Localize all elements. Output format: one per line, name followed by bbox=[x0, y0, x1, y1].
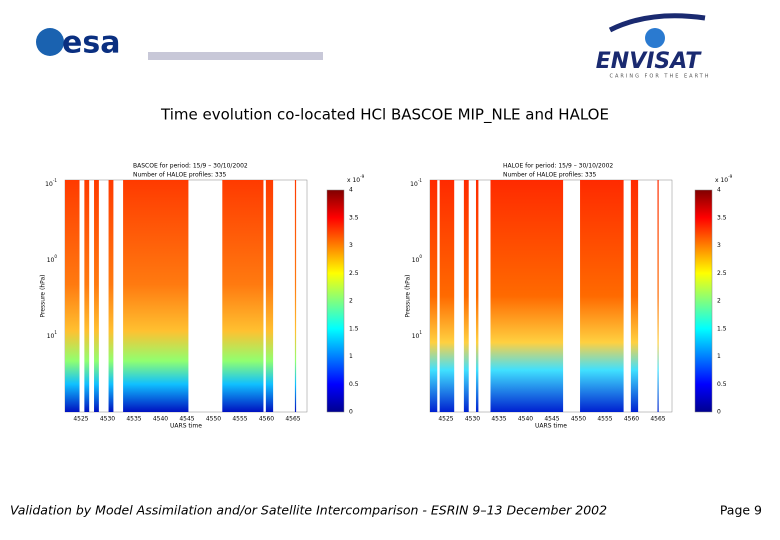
power-label: 101 bbox=[47, 330, 58, 340]
x-tick-label: 4525 bbox=[438, 416, 453, 423]
envisat-logo: ENVISAT bbox=[596, 49, 702, 74]
x-tick-label: 4560 bbox=[624, 416, 639, 423]
esa-globe bbox=[36, 28, 64, 56]
exponent: 0 bbox=[54, 254, 57, 259]
x-tick-label: 4550 bbox=[206, 416, 221, 423]
x-tick-label: 4540 bbox=[518, 416, 533, 423]
envisat-swoosh bbox=[608, 13, 706, 33]
x-axis-label: UARS time bbox=[170, 423, 202, 430]
exponent: 0 bbox=[419, 254, 422, 259]
colorbar-tick-label: 2 bbox=[717, 298, 721, 305]
power-label: 10-1 bbox=[410, 178, 422, 188]
colorbar-tick-label: 0 bbox=[717, 409, 721, 416]
colorbar-tick-label: 3.5 bbox=[717, 214, 727, 221]
x-tick-label: 4535 bbox=[126, 416, 141, 423]
colorbar-tick-label: 3 bbox=[349, 242, 353, 249]
heatmap-column bbox=[265, 180, 274, 412]
x-tick-label: 4540 bbox=[153, 416, 168, 423]
colorbar-tick-label: 1 bbox=[717, 353, 721, 360]
heatmap-column bbox=[222, 180, 264, 412]
power-label: 101 bbox=[412, 330, 423, 340]
power-label: 100 bbox=[412, 254, 423, 264]
colorbar-tick-label: 0.5 bbox=[717, 381, 727, 388]
x-tick-label: 4555 bbox=[597, 416, 612, 423]
exponent: 1 bbox=[419, 330, 422, 335]
x-tick-label: 4535 bbox=[491, 416, 506, 423]
colorbar bbox=[694, 189, 713, 413]
exponent: -1 bbox=[418, 178, 423, 183]
power-label: 10-1 bbox=[45, 178, 57, 188]
y-axis-label: Pressure (hPa) bbox=[40, 274, 47, 317]
colorbar-tick-label: 0 bbox=[349, 409, 353, 416]
colorbar-tick-label: 4 bbox=[717, 187, 721, 194]
base: x 10 bbox=[715, 177, 728, 184]
heatmap-column bbox=[657, 180, 659, 412]
heatmap-column bbox=[294, 180, 297, 412]
colorbar-tick-label: 1.5 bbox=[717, 325, 727, 332]
exponent: -1 bbox=[53, 178, 58, 183]
x-tick-label: 4565 bbox=[650, 416, 665, 423]
slide-title: Time evolution co-located HCl BASCOE MIP… bbox=[160, 106, 609, 125]
x-tick-label: 4530 bbox=[100, 416, 115, 423]
panel-heading: HALOE for period: 15/9 – 30/10/2002 bbox=[503, 163, 613, 170]
x-tick-label: 4525 bbox=[73, 416, 88, 423]
heatmap-column bbox=[65, 180, 80, 412]
x-tick-label: 4555 bbox=[232, 416, 247, 423]
heatmap-column bbox=[108, 180, 114, 412]
x-tick-label: 4560 bbox=[259, 416, 274, 423]
exponent: -9 bbox=[360, 174, 365, 179]
power-label: 100 bbox=[47, 254, 58, 264]
colorbar-tick-label: 2 bbox=[349, 298, 353, 305]
x-tick-label: 4545 bbox=[179, 416, 194, 423]
base: 10 bbox=[45, 181, 53, 188]
envisat-globe bbox=[645, 28, 665, 48]
heatmap-column bbox=[439, 180, 455, 412]
tagline: CARING FOR THE EARTH bbox=[609, 74, 710, 80]
power-label: x 10-9 bbox=[347, 174, 365, 184]
colorbar-tick-label: 1.5 bbox=[349, 325, 359, 332]
base: 10 bbox=[412, 257, 420, 264]
esa-logo: esa bbox=[62, 26, 120, 61]
x-tick-label: 4565 bbox=[285, 416, 300, 423]
heatmap-column bbox=[430, 180, 438, 412]
colorbar-tick-label: 2.5 bbox=[717, 270, 727, 277]
heatmap-column bbox=[475, 180, 479, 412]
y-axis-label: Pressure (hPa) bbox=[405, 274, 412, 317]
heatmap-column bbox=[94, 180, 99, 412]
heatmap-column bbox=[490, 180, 564, 412]
heatmap-column bbox=[630, 180, 639, 412]
page-number: Page 9 bbox=[720, 503, 762, 518]
x-tick-label: 4545 bbox=[544, 416, 559, 423]
flags-strip bbox=[148, 52, 323, 60]
power-label: x 10-9 bbox=[715, 174, 733, 184]
base: x 10 bbox=[347, 177, 360, 184]
colorbar-tick-label: 3.5 bbox=[349, 214, 359, 221]
colorbar-tick-label: 2.5 bbox=[349, 270, 359, 277]
heatmap-column bbox=[580, 180, 624, 412]
heatmap-column bbox=[463, 180, 469, 412]
heatmap-column bbox=[123, 180, 189, 412]
colorbar-tick-label: 0.5 bbox=[349, 381, 359, 388]
colorbar bbox=[326, 189, 345, 413]
heatmap-column bbox=[84, 180, 90, 412]
colorbar-tick-label: 1 bbox=[349, 353, 353, 360]
colorbar-tick-label: 3 bbox=[717, 242, 721, 249]
x-tick-label: 4550 bbox=[571, 416, 586, 423]
x-tick-label: 4530 bbox=[465, 416, 480, 423]
panel-heading: Number of HALOE profiles: 335 bbox=[133, 172, 227, 179]
x-axis-label: UARS time bbox=[535, 423, 567, 430]
footer-text: Validation by Model Assimilation and/or … bbox=[10, 503, 607, 518]
base: 10 bbox=[410, 181, 418, 188]
base: 10 bbox=[412, 333, 420, 340]
exponent: 1 bbox=[54, 330, 57, 335]
panel-heading: Number of HALOE profiles: 335 bbox=[503, 172, 597, 179]
base: 10 bbox=[47, 257, 55, 264]
panel-heading: BASCOE for period: 15/9 – 30/10/2002 bbox=[133, 163, 248, 170]
exponent: -9 bbox=[728, 174, 733, 179]
colorbar-tick-label: 4 bbox=[349, 187, 353, 194]
base: 10 bbox=[47, 333, 55, 340]
